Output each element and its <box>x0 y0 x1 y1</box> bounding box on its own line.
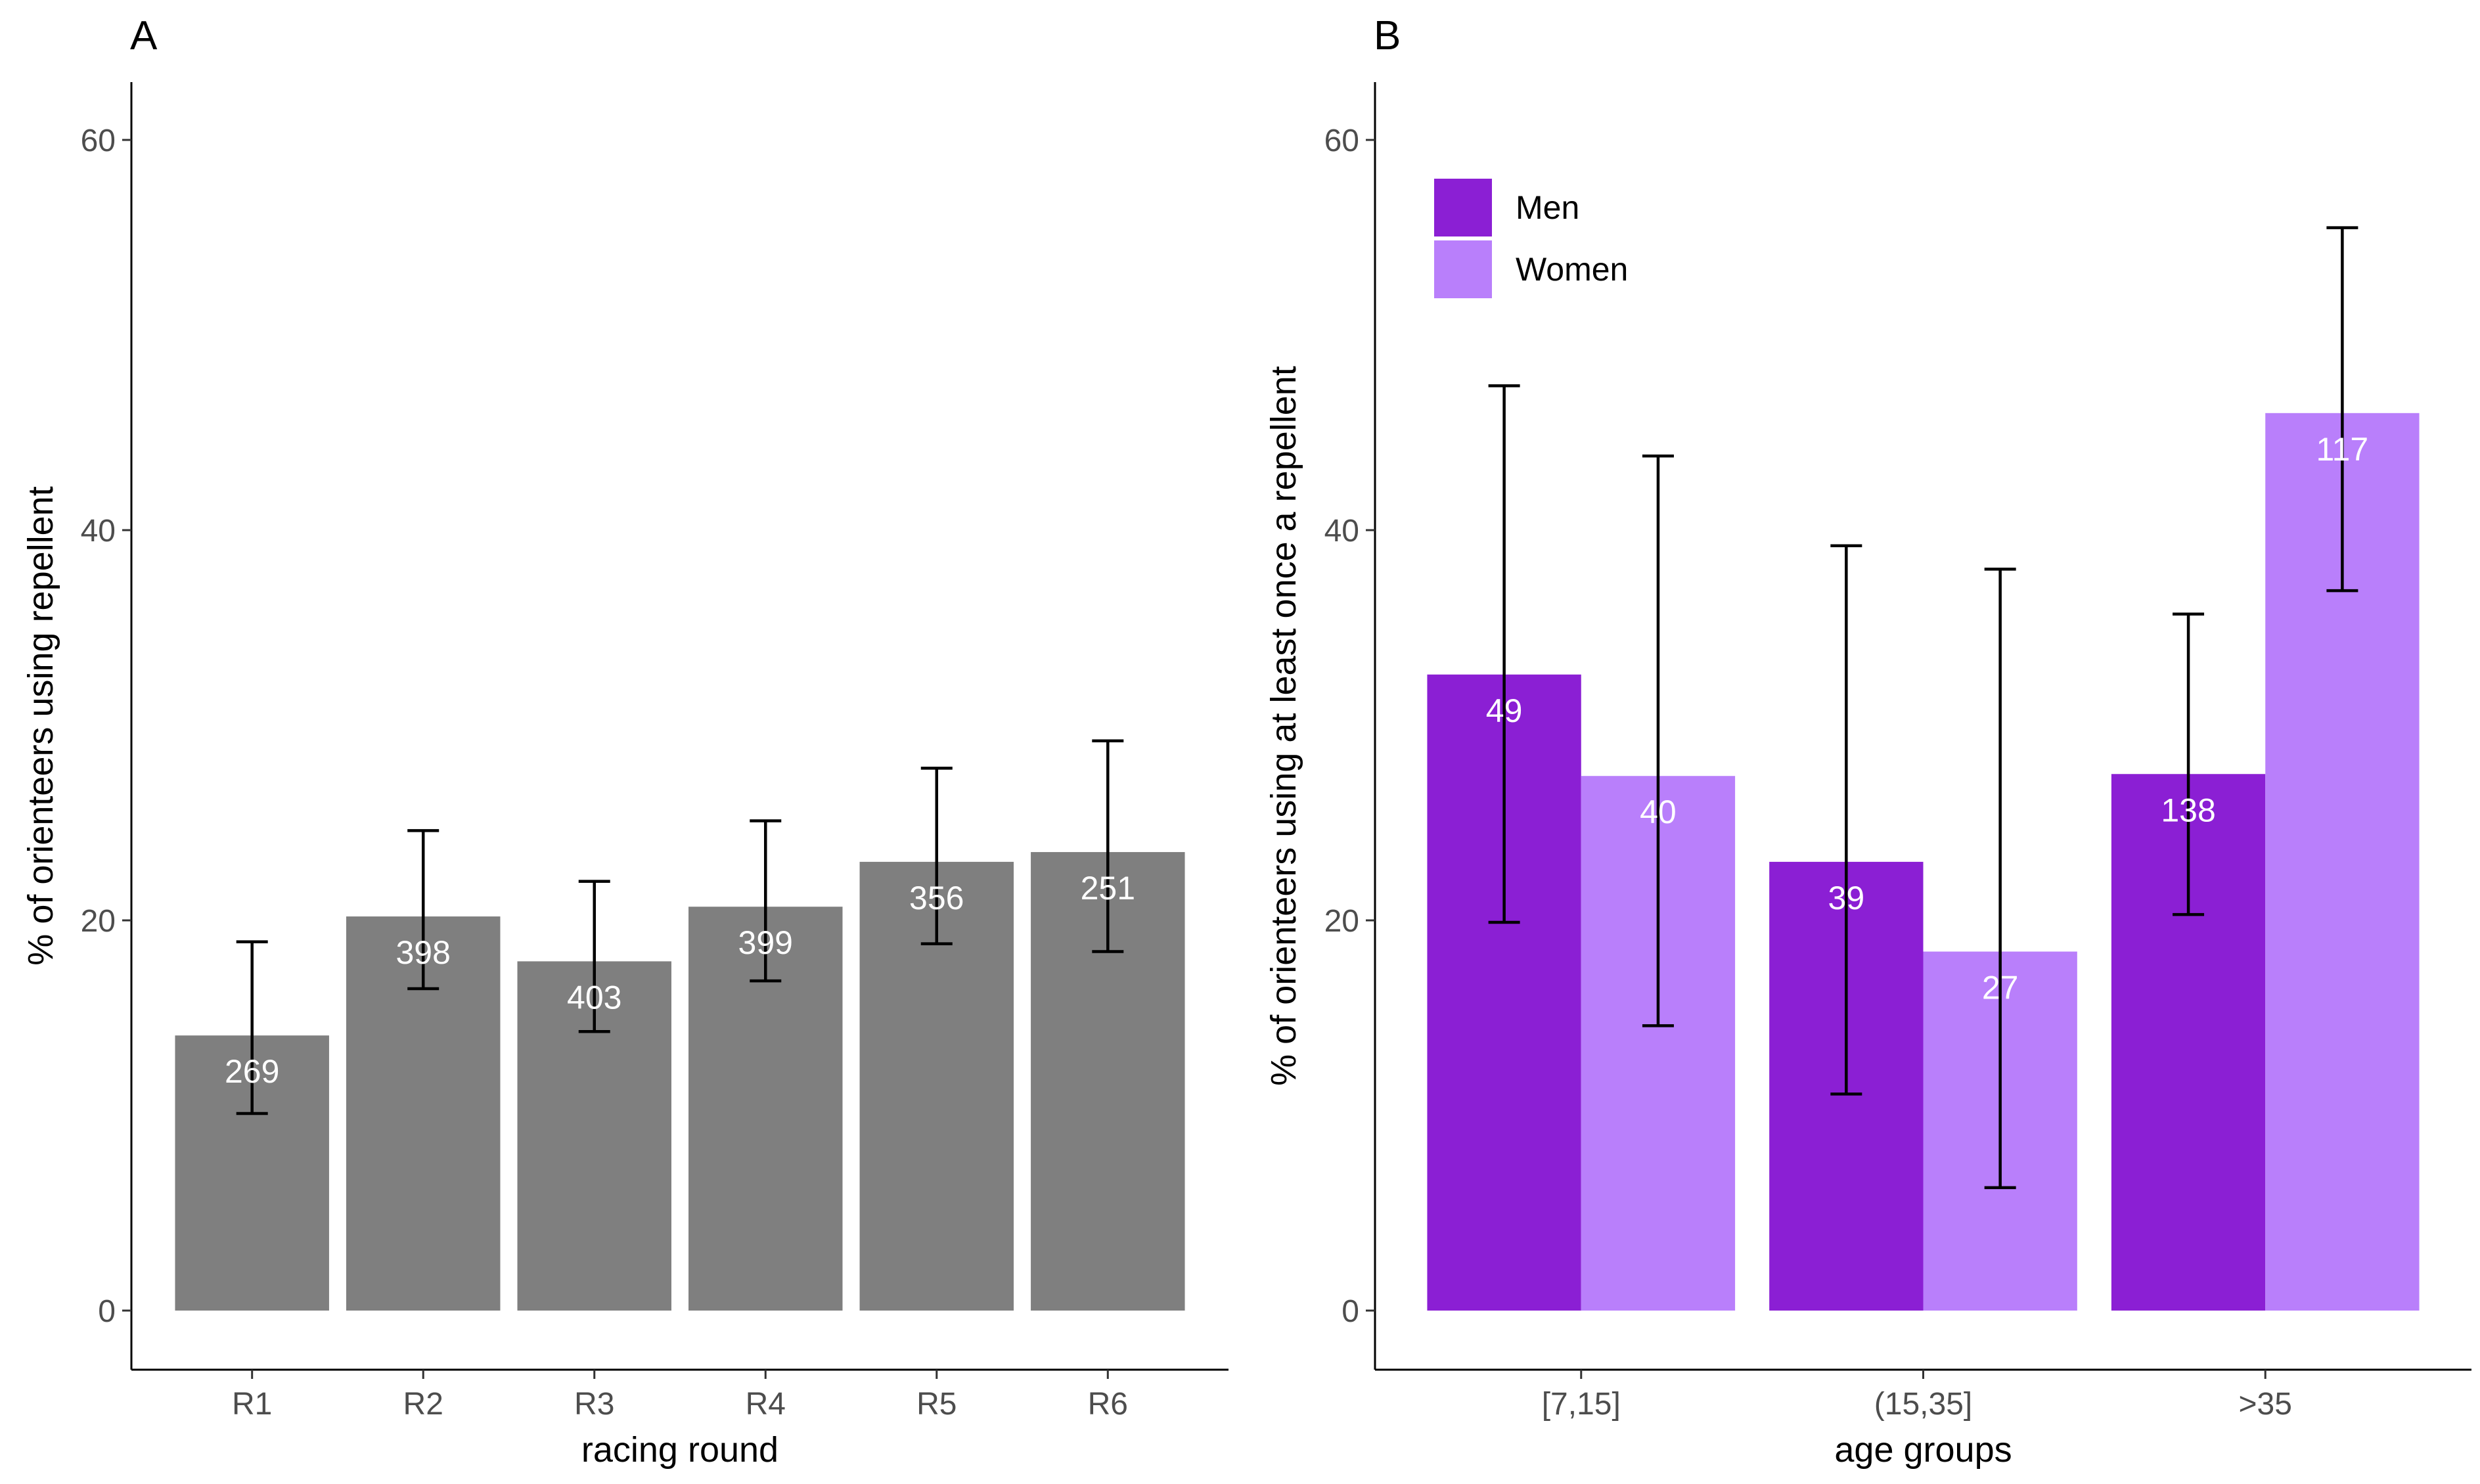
bar-label-A-0: 269 <box>225 1053 279 1090</box>
y-tick-label-B-0: 0 <box>1341 1294 1359 1329</box>
x-tick-label-A-4: R5 <box>916 1387 957 1422</box>
bar-label-A-3: 399 <box>738 924 793 961</box>
bar-label-A-2: 403 <box>567 979 621 1016</box>
bar-label-B-women-0: 40 <box>1640 794 1677 830</box>
bar-label-B-women-2: 117 <box>2316 431 2369 468</box>
panel-tag-A: A <box>130 13 158 58</box>
bar-label-B-men-0: 49 <box>1486 692 1523 729</box>
legend-label-women: Women <box>1516 251 1628 288</box>
x-tick-label-A-2: R3 <box>574 1387 614 1422</box>
bar-label-B-men-2: 138 <box>2161 792 2215 828</box>
y-tick-label-B-40: 40 <box>1324 514 1359 549</box>
x-axis-title-B: age groups <box>1834 1430 2012 1470</box>
x-tick-label-B-0: [7,15] <box>1542 1387 1621 1422</box>
x-tick-label-B-2: >35 <box>2239 1387 2292 1422</box>
y-tick-label-A-0: 0 <box>98 1294 116 1329</box>
x-tick-label-B-1: (15,35] <box>1874 1387 1972 1422</box>
bar-label-A-1: 398 <box>396 934 451 971</box>
bar-label-A-5: 251 <box>1081 870 1135 907</box>
y-axis-title-B: % of orienteers using at least once a re… <box>1264 366 1303 1086</box>
x-tick-label-A-0: R1 <box>232 1387 272 1422</box>
y-tick-label-B-60: 60 <box>1324 124 1359 158</box>
bar-label-B-men-1: 39 <box>1828 880 1865 916</box>
bar-label-A-4: 356 <box>909 880 964 916</box>
x-tick-label-A-1: R2 <box>403 1387 443 1422</box>
legend-swatch-men <box>1434 179 1492 236</box>
y-tick-label-A-20: 20 <box>81 904 116 939</box>
y-tick-label-A-60: 60 <box>81 124 116 158</box>
panel-tag-B: B <box>1374 13 1401 58</box>
y-axis-title-A: % of orienteers using repellent <box>21 486 60 965</box>
bar-label-B-women-1: 27 <box>1982 970 2019 1006</box>
x-tick-label-A-5: R6 <box>1088 1387 1128 1422</box>
y-tick-label-B-20: 20 <box>1324 904 1359 939</box>
legend-swatch-women <box>1434 240 1492 298</box>
x-axis-title-A: racing round <box>581 1430 778 1470</box>
x-tick-label-A-3: R4 <box>746 1387 786 1422</box>
y-tick-label-A-40: 40 <box>81 514 116 549</box>
legend-label-men: Men <box>1516 189 1579 226</box>
